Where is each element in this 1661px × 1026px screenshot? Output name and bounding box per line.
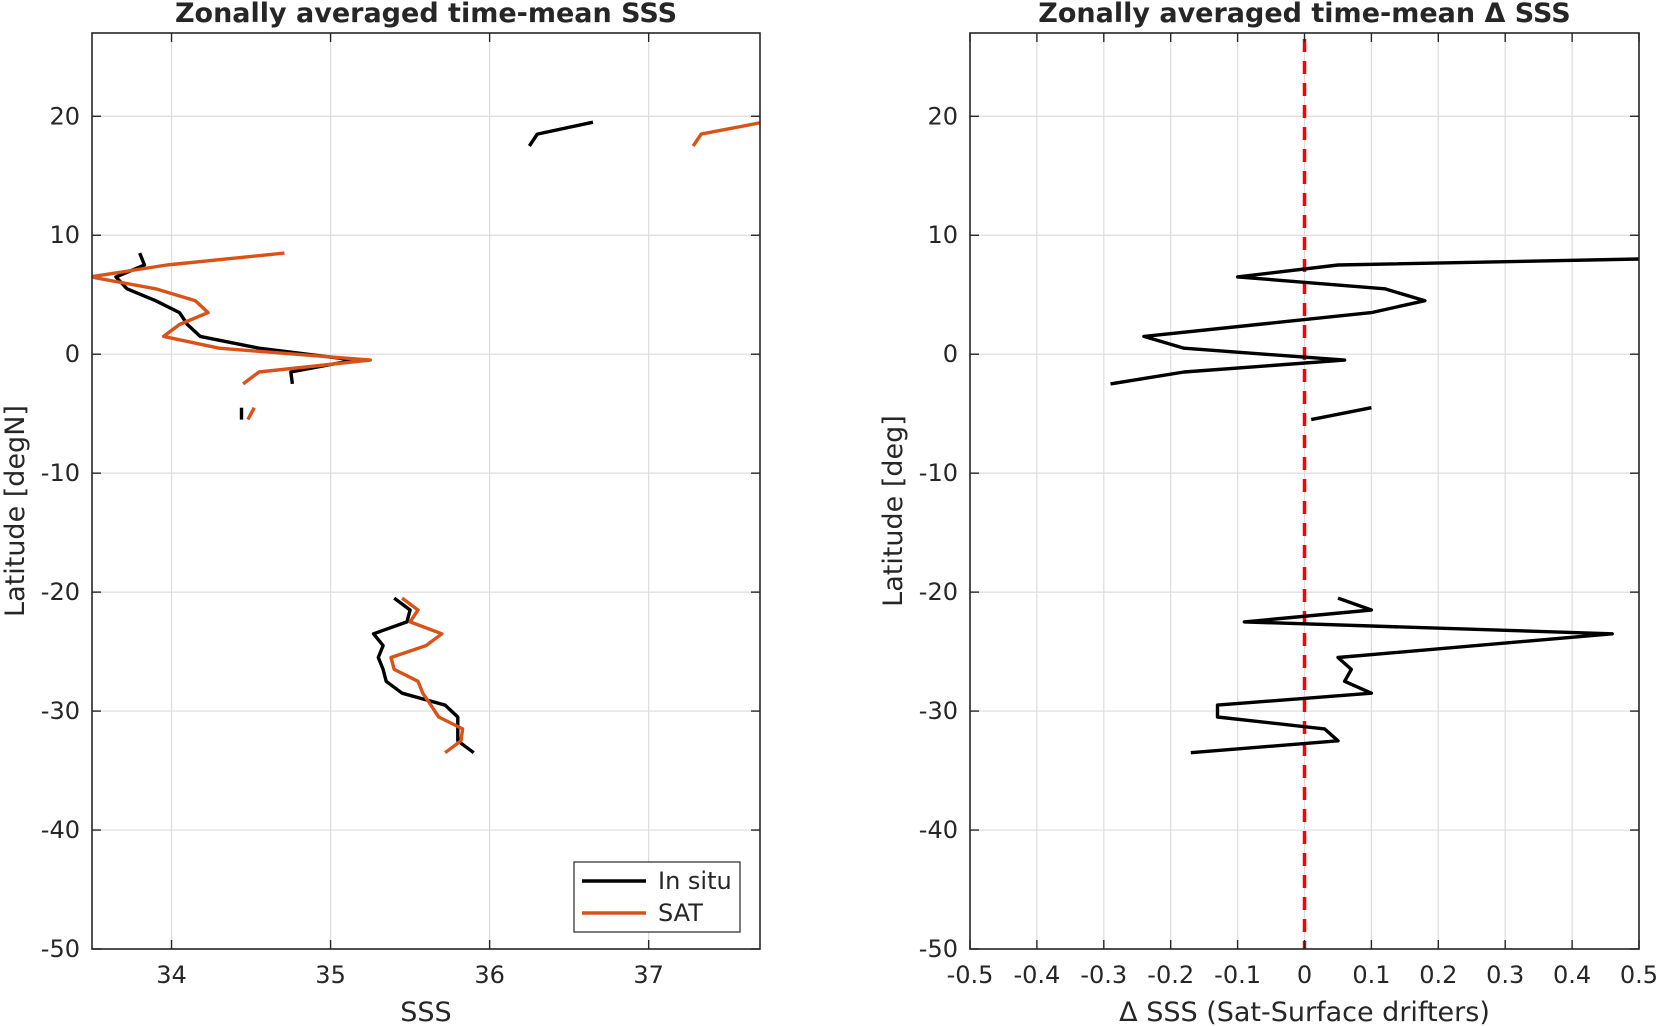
legend-label-in-situ: In situ bbox=[658, 867, 732, 895]
x-tick-label: -0.2 bbox=[1147, 961, 1194, 989]
y-tick-label: -10 bbox=[919, 459, 958, 487]
x-tick-label: -0.5 bbox=[947, 961, 994, 989]
y-tick-label: -30 bbox=[919, 697, 958, 725]
x-axis-label: Δ SSS (Sat-Surface drifters) bbox=[1119, 997, 1490, 1026]
grid-lines bbox=[92, 33, 760, 950]
data-lines bbox=[1110, 257, 1639, 755]
chart-title: Zonally averaged time-mean SSS bbox=[175, 0, 677, 29]
data-lines bbox=[92, 120, 760, 755]
legend: In situ SAT bbox=[573, 861, 741, 933]
x-tick-label: 0.5 bbox=[1620, 961, 1658, 989]
plot-area bbox=[92, 33, 760, 949]
axes-frame bbox=[91, 32, 761, 950]
y-tick-label: 0 bbox=[943, 340, 958, 368]
x-tick-label: 35 bbox=[315, 961, 346, 989]
series-line-sat bbox=[389, 596, 465, 755]
series-line-sat bbox=[246, 406, 256, 421]
y-tick-label: -40 bbox=[41, 816, 80, 844]
legend-label-sat: SAT bbox=[658, 899, 703, 927]
x-tick-label: 0 bbox=[1297, 961, 1312, 989]
x-axis-label: SSS bbox=[400, 997, 451, 1026]
y-tick-label: -10 bbox=[41, 459, 80, 487]
series-line-series bbox=[1110, 257, 1639, 386]
y-tick-label: 20 bbox=[927, 102, 958, 130]
series-line-series bbox=[1310, 406, 1372, 422]
x-tick-label: 34 bbox=[156, 961, 187, 989]
y-tick-label: -50 bbox=[41, 935, 80, 963]
series-line-sat bbox=[92, 251, 372, 386]
y-tick-label: 20 bbox=[49, 102, 80, 130]
y-tick-label: 10 bbox=[49, 221, 80, 249]
x-tick-label: -0.3 bbox=[1080, 961, 1127, 989]
x-tick-label: -0.1 bbox=[1214, 961, 1261, 989]
x-tick-label: 0.3 bbox=[1486, 961, 1524, 989]
y-tick-label: 0 bbox=[65, 340, 80, 368]
ticks: -0.5 -0.4 -0.3 -0.2 -0.1 0 0.1 0.2 0.3 0.4 0.5 -50 -… bbox=[919, 33, 1658, 989]
x-tick-label: 0.2 bbox=[1419, 961, 1457, 989]
series-line-in-situ bbox=[527, 120, 594, 147]
x-tick-label: 37 bbox=[633, 961, 664, 989]
y-tick-label: -20 bbox=[41, 578, 80, 606]
x-tick-label: 0.4 bbox=[1553, 961, 1591, 989]
ticks: 34 35 36 37 -50 -40 -30 -20 -10 0 10 20 bbox=[41, 33, 760, 989]
y-tick-label: -50 bbox=[919, 935, 958, 963]
x-tick-label: -0.4 bbox=[1013, 961, 1060, 989]
y-axis-label: Latitude [degN] bbox=[0, 405, 31, 617]
series-line-series bbox=[1190, 596, 1614, 755]
delta-sss-axes: -0.5 -0.4 -0.3 -0.2 -0.1 0 0.1 0.2 0.3 0.4 0.5 -50 -… bbox=[878, 0, 1658, 1026]
x-tick-label: 0.1 bbox=[1352, 961, 1390, 989]
x-tick-label: 36 bbox=[474, 961, 505, 989]
chart-title: Zonally averaged time-mean Δ SSS bbox=[1038, 0, 1570, 29]
y-tick-label: 10 bbox=[927, 221, 958, 249]
y-axis-label: Latitude [deg] bbox=[878, 415, 909, 607]
y-tick-label: -30 bbox=[41, 697, 80, 725]
series-line-sat bbox=[691, 121, 760, 147]
legend-box bbox=[573, 861, 741, 933]
y-tick-label: -20 bbox=[919, 578, 958, 606]
y-tick-label: -40 bbox=[919, 816, 958, 844]
sss-axes: 34 35 36 37 -50 -40 -30 -20 -10 0 10 20 Zonally ave… bbox=[0, 0, 761, 1026]
